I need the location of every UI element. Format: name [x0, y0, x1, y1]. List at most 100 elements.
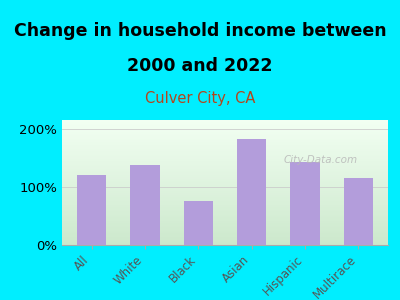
Bar — [62, 173, 388, 175]
Bar — [62, 194, 388, 195]
Bar — [62, 210, 388, 211]
Text: Change in household income between: Change in household income between — [14, 22, 386, 40]
Bar — [62, 120, 388, 121]
Bar — [62, 129, 388, 130]
Bar — [62, 128, 388, 129]
Bar — [62, 154, 388, 155]
Bar — [62, 218, 388, 220]
Bar — [62, 135, 388, 136]
Bar — [62, 160, 388, 161]
Bar — [62, 121, 388, 122]
Bar — [62, 139, 388, 140]
Bar — [62, 195, 388, 196]
Bar — [62, 177, 388, 178]
Bar — [62, 124, 388, 125]
Bar — [130, 165, 160, 244]
Bar — [62, 236, 388, 237]
Bar — [62, 207, 388, 208]
Bar — [62, 198, 388, 200]
Bar — [62, 142, 388, 144]
Bar — [62, 164, 388, 165]
Bar — [62, 140, 388, 141]
Bar — [77, 175, 106, 244]
Bar — [62, 137, 388, 139]
Bar — [62, 200, 388, 201]
Bar — [62, 122, 388, 124]
Bar — [62, 150, 388, 151]
Bar — [62, 159, 388, 160]
Bar — [62, 182, 388, 184]
Bar — [290, 162, 320, 244]
Bar — [62, 232, 388, 233]
Bar — [62, 152, 388, 154]
Bar — [62, 208, 388, 210]
Bar — [62, 190, 388, 191]
Bar — [62, 212, 388, 213]
Bar — [62, 213, 388, 214]
Bar — [62, 148, 388, 150]
Bar — [62, 186, 388, 187]
Text: City-Data.com: City-Data.com — [284, 155, 358, 165]
Bar — [62, 217, 388, 218]
Bar — [62, 197, 388, 198]
Bar — [62, 243, 388, 244]
Bar — [237, 139, 266, 244]
Bar — [62, 185, 388, 186]
Bar — [62, 202, 388, 203]
Bar — [62, 180, 388, 181]
Bar — [62, 201, 388, 202]
Bar — [62, 167, 388, 169]
Bar — [62, 227, 388, 228]
Bar — [62, 221, 388, 222]
Bar — [62, 155, 388, 156]
Bar — [62, 141, 388, 142]
Bar — [62, 178, 388, 180]
Bar — [62, 191, 388, 192]
Bar — [62, 223, 388, 225]
Bar — [62, 146, 388, 147]
Bar — [62, 220, 388, 221]
Bar — [62, 136, 388, 137]
Bar — [62, 214, 388, 216]
Bar — [62, 184, 388, 185]
Bar — [62, 206, 388, 207]
Bar — [62, 192, 388, 194]
Bar — [62, 170, 388, 171]
Bar — [62, 126, 388, 128]
Bar — [62, 225, 388, 226]
Bar — [62, 125, 388, 126]
Bar — [62, 222, 388, 223]
Bar — [62, 238, 388, 239]
Bar — [62, 171, 388, 172]
Bar — [62, 228, 388, 230]
Text: 2000 and 2022: 2000 and 2022 — [127, 57, 273, 75]
Text: Culver City, CA: Culver City, CA — [145, 92, 255, 106]
Bar — [62, 130, 388, 131]
Bar — [62, 161, 388, 162]
Bar — [62, 157, 388, 159]
Bar — [62, 147, 388, 148]
Bar — [62, 172, 388, 173]
Bar — [62, 134, 388, 135]
Bar — [62, 156, 388, 157]
Bar — [62, 216, 388, 217]
Bar — [62, 151, 388, 152]
Bar — [62, 242, 388, 243]
Bar — [62, 144, 388, 145]
Bar — [62, 175, 388, 176]
Bar — [62, 165, 388, 166]
Bar — [62, 231, 388, 232]
Bar — [62, 235, 388, 236]
Bar — [62, 176, 388, 177]
Bar — [62, 187, 388, 188]
Bar — [62, 233, 388, 235]
Bar — [62, 226, 388, 227]
Bar — [62, 230, 388, 231]
Bar — [62, 169, 388, 170]
Bar — [62, 196, 388, 197]
Bar — [62, 166, 388, 167]
Bar — [62, 145, 388, 146]
Bar — [62, 181, 388, 182]
Bar — [62, 188, 388, 190]
Bar — [62, 239, 388, 241]
